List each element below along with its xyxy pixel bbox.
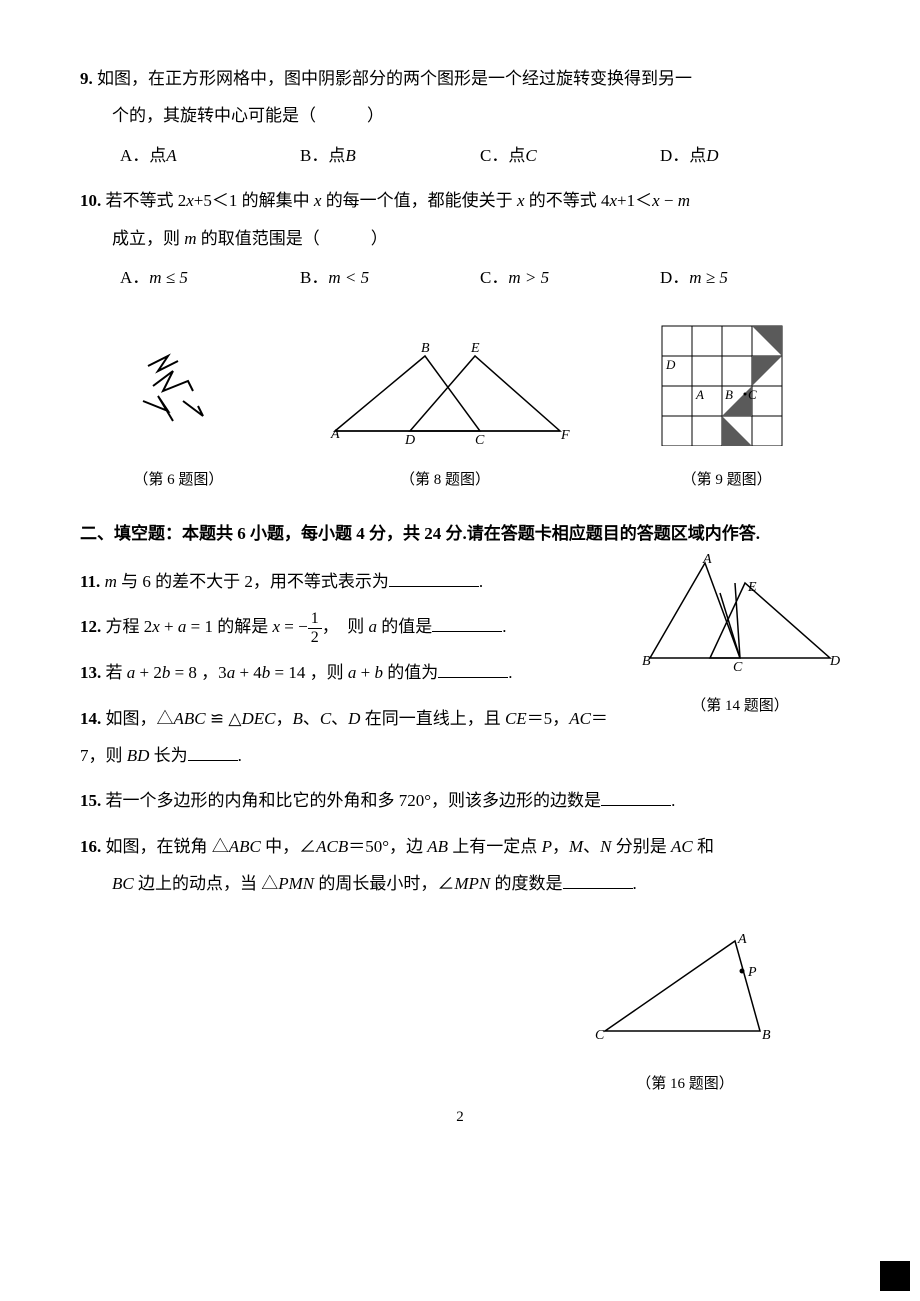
figure-9-caption: （第 9 题图）: [652, 464, 802, 497]
figure-8-svg: A B C D E F: [315, 336, 575, 446]
q11-text: m 与 6 的差不大于 2，用不等式表示为: [105, 572, 389, 591]
figure-16-caption: （第 16 题图）: [590, 1068, 780, 1101]
q10-opt-a: A．m ≤ 5: [120, 259, 300, 296]
figure-9: D A B C （第 9 题图）: [652, 316, 802, 496]
figure-9-svg: D A B C: [652, 316, 802, 446]
corner-mark: [880, 1261, 910, 1291]
q12-blank: [432, 614, 502, 632]
q16-text-line1: 如图，在锐角 △ABC 中，∠ACB＝50°，边 AB 上有一定点 P，M、N …: [106, 837, 714, 856]
q10-opt-c: C．m > 5: [480, 259, 660, 296]
q11-number: 11.: [80, 572, 100, 591]
q9-text-line2: 个的，其旋转中心可能是（ ）: [80, 97, 840, 134]
q14-number: 14.: [80, 709, 101, 728]
f8-label-A: A: [330, 427, 340, 442]
f16-label-P: P: [747, 965, 757, 980]
q10-text-line1: 若不等式 2x+5＜1 的解集中 x 的每一个值，都能使关于 x 的不等式 4x…: [106, 191, 691, 210]
q13-number: 13.: [80, 663, 101, 682]
q12-number: 12.: [80, 617, 101, 636]
q15-number: 15.: [80, 791, 101, 810]
figure-8: A B C D E F （第 8 题图）: [315, 336, 575, 496]
f8-label-F: F: [560, 428, 570, 443]
q13-blank: [438, 660, 508, 678]
q9-opt-b: B．点B: [300, 137, 480, 174]
figure-6: （第 6 题图）: [118, 336, 238, 496]
f14-label-A: A: [702, 553, 712, 567]
f9-label-C: C: [748, 387, 757, 402]
q9-text-line1: 如图，在正方形网格中，图中阴影部分的两个图形是一个经过旋转变换得到另一: [97, 69, 692, 88]
f14-label-C: C: [733, 660, 743, 673]
q12-text: 方程 2x + a = 1 的解是 x = −12， 则 a 的值是: [106, 617, 433, 636]
q11-blank: [389, 569, 479, 587]
q14-text: 如图，△ABC ≌ △DEC，B、C、D 在同一直线上，且 CE＝5，AC＝7，…: [80, 709, 608, 765]
figure-14: A B C D E （第 14 题图）: [640, 553, 840, 723]
figure-8-caption: （第 8 题图）: [315, 464, 575, 497]
figure-14-caption: （第 14 题图）: [640, 690, 840, 723]
q10-opt-b: B．m < 5: [300, 259, 480, 296]
question-9: 9. 如图，在正方形网格中，图中阴影部分的两个图形是一个经过旋转变换得到另一 个…: [80, 60, 840, 174]
q9-opt-a: A．点A: [120, 137, 300, 174]
f9-label-B: B: [725, 387, 733, 402]
f16-label-B: B: [762, 1028, 771, 1043]
figure-16-svg: A B C P: [590, 931, 780, 1051]
q16-number: 16.: [80, 837, 101, 856]
figure-6-caption: （第 6 题图）: [118, 464, 238, 497]
q10-options: A．m ≤ 5 B．m < 5 C．m > 5 D．m ≥ 5: [80, 259, 840, 296]
page-number: 2: [80, 1101, 840, 1134]
f9-label-D: D: [665, 357, 676, 372]
f8-label-C: C: [475, 433, 485, 446]
q14-blank: [188, 743, 238, 761]
q10-opt-d: D．m ≥ 5: [660, 259, 840, 296]
q9-opt-d: D．点D: [660, 137, 840, 174]
figures-row: （第 6 题图） A B C D E F （第 8 题图）: [80, 316, 840, 496]
f14-label-E: E: [747, 580, 757, 595]
f8-label-B: B: [421, 341, 430, 356]
f8-label-D: D: [404, 433, 415, 446]
figure-6-svg: [118, 336, 238, 446]
f16-label-A: A: [737, 932, 747, 947]
f8-label-E: E: [470, 341, 480, 356]
q16-text-line2: BC 边上的动点，当 △PMN 的周长最小时，∠MPN 的度数是.: [80, 865, 840, 902]
figure-14-svg: A B C D E: [640, 553, 840, 673]
figure-16: A B C P （第 16 题图）: [590, 931, 780, 1101]
f16-label-C: C: [595, 1028, 605, 1043]
q9-options: A．点A B．点B C．点C D．点D: [80, 137, 840, 174]
f9-label-A: A: [695, 387, 704, 402]
q13-text: 若 a + 2b = 8 ，3a + 4b = 14 ，则 a + b 的值为: [106, 663, 439, 682]
q10-number: 10.: [80, 191, 101, 210]
q9-opt-c: C．点C: [480, 137, 660, 174]
question-16: 16. 如图，在锐角 △ABC 中，∠ACB＝50°，边 AB 上有一定点 P，…: [80, 828, 840, 903]
section-2-header: 二、填空题：本题共 6 小题，每小题 4 分，共 24 分.请在答题卡相应题目的…: [80, 517, 840, 551]
q10-text-line2: 成立，则 m 的取值范围是（ ）: [80, 220, 840, 257]
f14-label-D: D: [829, 654, 840, 669]
q9-number: 9.: [80, 69, 93, 88]
q15-blank: [601, 788, 671, 806]
q16-blank: [563, 871, 633, 889]
question-10: 10. 若不等式 2x+5＜1 的解集中 x 的每一个值，都能使关于 x 的不等…: [80, 182, 840, 296]
q15-text: 若一个多边形的内角和比它的外角和多 720°，则该多边形的边数是: [106, 791, 602, 810]
question-15: 15. 若一个多边形的内角和比它的外角和多 720°，则该多边形的边数是.: [80, 782, 840, 819]
f14-label-B: B: [642, 654, 651, 669]
